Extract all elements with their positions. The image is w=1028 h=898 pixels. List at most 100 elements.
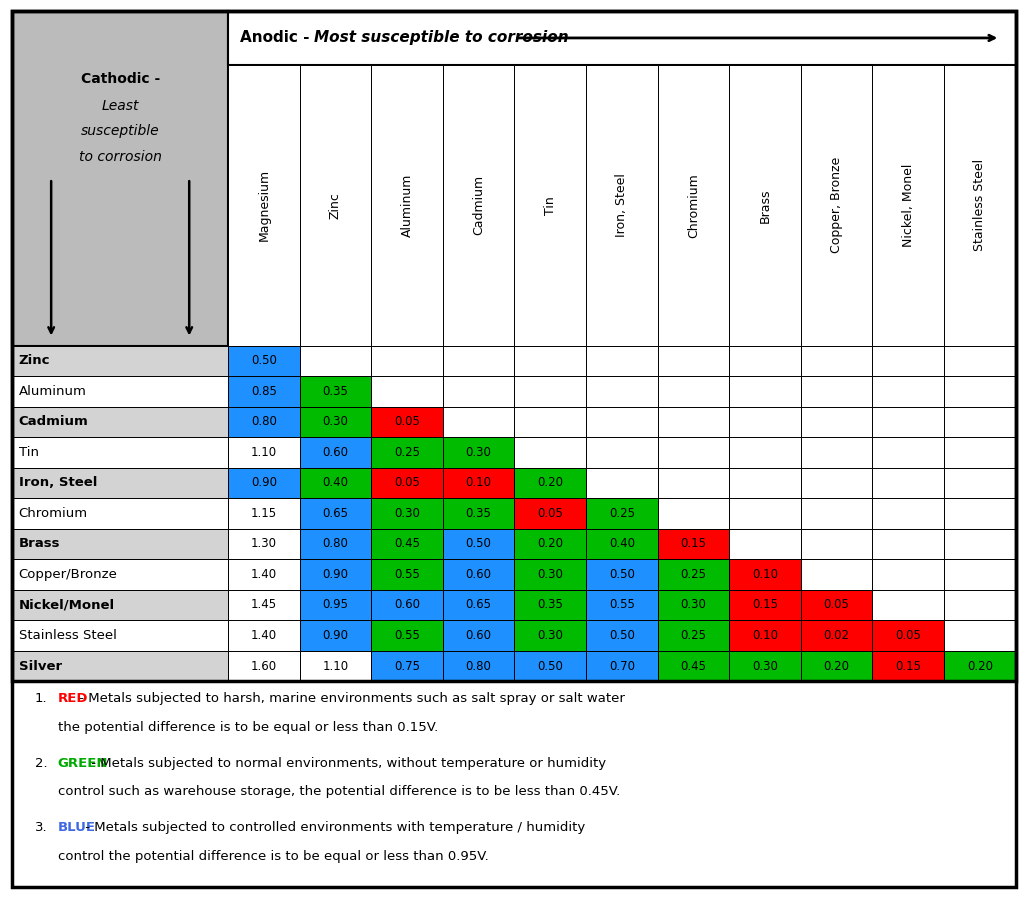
Text: RED: RED — [58, 692, 88, 705]
Text: Anodic -: Anodic - — [241, 31, 316, 46]
Bar — [371, 651, 443, 682]
Text: Stainless Steel: Stainless Steel — [19, 629, 116, 642]
Bar — [514, 529, 586, 559]
Text: 0.95: 0.95 — [323, 598, 348, 612]
Bar — [729, 66, 801, 346]
Bar — [228, 376, 299, 407]
Bar — [873, 559, 944, 590]
Text: 0.05: 0.05 — [394, 477, 420, 489]
Bar — [873, 346, 944, 376]
Bar — [228, 407, 299, 437]
Text: 1.30: 1.30 — [251, 537, 277, 550]
Bar — [586, 651, 658, 682]
Text: 0.30: 0.30 — [538, 568, 563, 581]
Bar — [299, 376, 371, 407]
Bar — [12, 376, 228, 407]
Bar — [12, 468, 228, 498]
Text: Zinc: Zinc — [329, 192, 342, 219]
Text: Aluminum: Aluminum — [401, 173, 413, 237]
Bar — [873, 498, 944, 529]
Bar — [658, 407, 729, 437]
Bar — [801, 66, 873, 346]
Bar — [443, 651, 514, 682]
Bar — [586, 529, 658, 559]
Bar — [801, 346, 873, 376]
Bar — [658, 621, 729, 651]
Text: the potential difference is to be equal or less than 0.15V.: the potential difference is to be equal … — [58, 721, 438, 734]
Text: 0.90: 0.90 — [251, 477, 277, 489]
Text: 0.55: 0.55 — [609, 598, 635, 612]
Bar — [228, 651, 299, 682]
Text: 0.20: 0.20 — [967, 659, 993, 673]
Text: 0.05: 0.05 — [895, 629, 921, 642]
Text: 0.20: 0.20 — [538, 537, 563, 550]
Text: Chromium: Chromium — [687, 173, 700, 238]
Bar — [443, 498, 514, 529]
Bar — [299, 437, 371, 468]
Text: 0.10: 0.10 — [752, 568, 778, 581]
Text: 0.05: 0.05 — [823, 598, 849, 612]
Bar — [586, 437, 658, 468]
Text: 0.90: 0.90 — [323, 568, 348, 581]
Text: GREEN: GREEN — [58, 757, 108, 770]
Bar — [12, 559, 228, 590]
Bar — [729, 437, 801, 468]
Text: Copper/Bronze: Copper/Bronze — [19, 568, 117, 581]
Bar — [299, 66, 371, 346]
Text: 0.25: 0.25 — [681, 629, 706, 642]
Bar — [873, 437, 944, 468]
Bar — [443, 468, 514, 498]
Bar — [514, 498, 586, 529]
Text: 0.90: 0.90 — [323, 629, 348, 642]
Text: Nickel, Monel: Nickel, Monel — [902, 163, 915, 247]
Text: Brass: Brass — [759, 188, 772, 223]
Bar — [514, 66, 586, 346]
Bar — [586, 621, 658, 651]
Bar — [944, 621, 1016, 651]
Bar — [12, 437, 228, 468]
Text: 0.05: 0.05 — [538, 506, 563, 520]
Text: 0.85: 0.85 — [251, 385, 277, 398]
Text: 0.30: 0.30 — [394, 506, 420, 520]
Text: 0.60: 0.60 — [323, 446, 348, 459]
Bar — [228, 529, 299, 559]
Text: 0.55: 0.55 — [394, 568, 420, 581]
Text: 0.30: 0.30 — [323, 416, 348, 428]
Text: Cathodic -: Cathodic - — [80, 73, 159, 86]
Bar — [299, 559, 371, 590]
Bar — [801, 529, 873, 559]
Bar — [944, 407, 1016, 437]
Text: 0.50: 0.50 — [609, 568, 635, 581]
Text: 0.35: 0.35 — [323, 385, 348, 398]
Bar — [944, 651, 1016, 682]
Bar — [586, 376, 658, 407]
Text: 0.60: 0.60 — [466, 568, 491, 581]
Bar — [729, 376, 801, 407]
Text: BLUE: BLUE — [58, 822, 96, 834]
Bar — [299, 468, 371, 498]
Bar — [514, 621, 586, 651]
Text: 0.60: 0.60 — [466, 629, 491, 642]
Text: 3.: 3. — [35, 822, 47, 834]
Bar — [12, 621, 228, 651]
Bar — [729, 621, 801, 651]
Text: - Metals subjected to harsh, marine environments such as salt spray or salt wate: - Metals subjected to harsh, marine envi… — [75, 692, 625, 705]
Bar — [514, 407, 586, 437]
Bar — [658, 346, 729, 376]
Bar — [299, 621, 371, 651]
Text: 0.55: 0.55 — [394, 629, 420, 642]
Text: - Metals subjected to controlled environments with temperature / humidity: - Metals subjected to controlled environ… — [81, 822, 586, 834]
Text: 0.45: 0.45 — [394, 537, 420, 550]
Bar — [658, 590, 729, 621]
Text: Least: Least — [102, 100, 139, 113]
Text: Aluminum: Aluminum — [19, 385, 86, 398]
Text: 0.40: 0.40 — [323, 477, 348, 489]
Bar — [873, 590, 944, 621]
Text: Iron, Steel: Iron, Steel — [616, 173, 628, 237]
Bar — [873, 651, 944, 682]
Bar — [371, 437, 443, 468]
Bar — [944, 66, 1016, 346]
Bar — [228, 621, 299, 651]
Bar — [944, 468, 1016, 498]
Bar — [944, 559, 1016, 590]
